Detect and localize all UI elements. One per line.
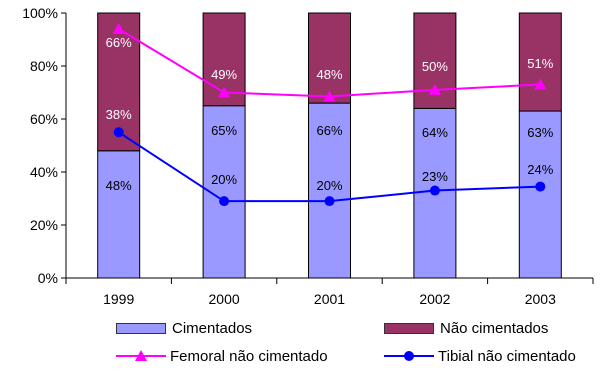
x-tick-label: 1999 (103, 291, 134, 307)
bar-nao-cimentados (308, 12, 351, 104)
y-tick-label: 20% (30, 217, 58, 233)
y-tick-label: 40% (30, 164, 58, 180)
label-femoral: 48% (316, 67, 342, 82)
label-tibial: 23% (422, 169, 448, 184)
y-tick-label: 100% (22, 5, 58, 21)
y-tick-label: 0% (38, 270, 58, 286)
point-tibial (219, 196, 230, 207)
y-tick-label: 80% (30, 58, 58, 74)
x-tick-label: 2003 (525, 291, 556, 307)
legend-item-femoral: Femoral não cimentado (116, 346, 328, 366)
bars (97, 12, 562, 279)
legend-item-nao-cimentados: Não cimentados (384, 318, 548, 338)
legend-swatch-cimentados (116, 322, 166, 334)
label-tibial: 20% (211, 172, 237, 187)
label-cimentados: 48% (106, 178, 132, 193)
legend-item-cimentados: Cimentados (116, 318, 252, 338)
label-cimentados: 65% (211, 123, 237, 138)
point-tibial (113, 127, 124, 138)
label-cimentados: 63% (527, 125, 553, 140)
legend-label-cimentados: Cimentados (172, 319, 253, 337)
point-tibial (535, 181, 546, 192)
label-tibial: 24% (527, 162, 553, 177)
legend-label-nao-cimentados: Não cimentados (440, 319, 549, 337)
point-femoral (112, 22, 125, 34)
bar-nao-cimentados (518, 12, 562, 112)
point-femoral (428, 83, 441, 95)
x-tick-label: 2001 (314, 291, 345, 307)
label-femoral: 66% (106, 35, 132, 50)
x-axis: 1999 2000 2001 2002 2003 (65, 277, 594, 307)
bar-cimentados (97, 150, 141, 279)
y-tick-label: 60% (30, 111, 58, 127)
x-tick-label: 2000 (209, 291, 240, 307)
legend-label-tibial: Tibial não cimentado (438, 347, 576, 365)
label-femoral: 51% (527, 56, 553, 71)
label-cimentados: 64% (422, 125, 448, 140)
label-femoral: 49% (211, 67, 237, 82)
label-tibial: 20% (316, 178, 342, 193)
bar-cimentados (518, 110, 562, 279)
lines (112, 22, 547, 207)
bar-cimentados (308, 102, 351, 279)
y-axis: 0% 20% 40% 60% 80% 100% (22, 5, 67, 286)
label-femoral: 50% (422, 59, 448, 74)
label-cimentados: 66% (316, 123, 342, 138)
legend-item-tibial: Tibial não cimentado (384, 346, 576, 366)
legend-key-tibial (384, 351, 434, 361)
label-tibial: 38% (106, 107, 132, 122)
point-tibial (429, 185, 440, 196)
legend-swatch-nao-cimentados (384, 322, 434, 334)
x-tick-label: 2002 (419, 291, 450, 307)
legend-key-femoral (116, 350, 166, 361)
data-labels: 48% 65% 66% 64% 63% 66% 49% 48% 50% 51% 38% 20% 20% 2… (106, 35, 554, 193)
point-femoral (534, 78, 547, 90)
legend-label-femoral: Femoral não cimentado (170, 347, 328, 365)
point-femoral (218, 86, 231, 98)
point-femoral (323, 90, 336, 102)
point-tibial (324, 196, 335, 207)
